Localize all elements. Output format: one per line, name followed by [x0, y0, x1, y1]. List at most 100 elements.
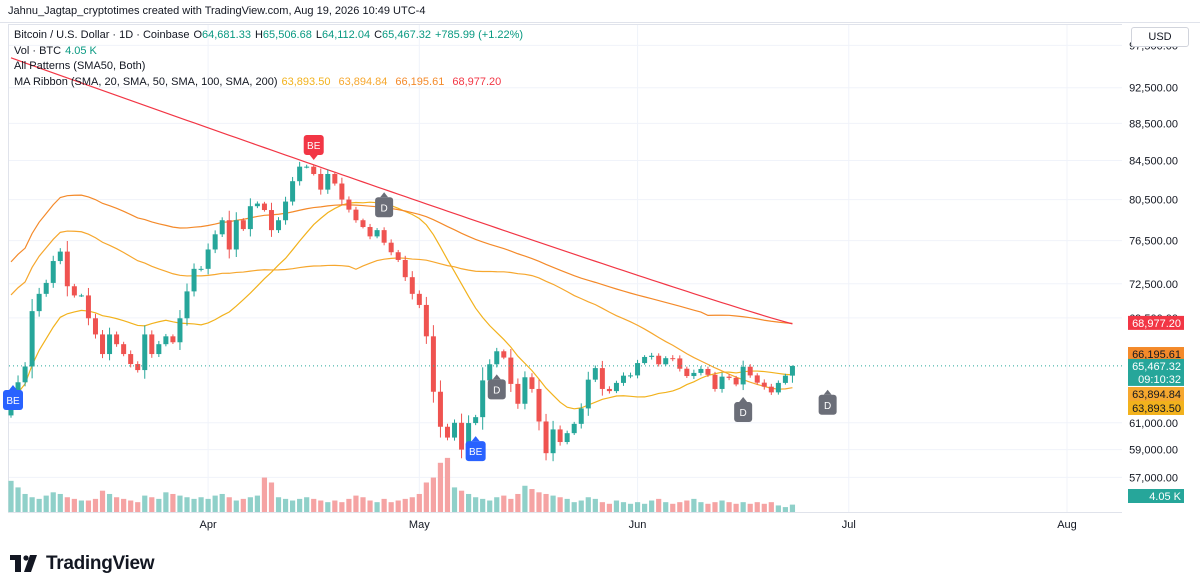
candle-body[interactable] — [571, 423, 577, 434]
candle-body[interactable] — [191, 268, 197, 292]
candle-body[interactable] — [276, 220, 282, 231]
candle-body[interactable] — [508, 357, 514, 384]
candle-body[interactable] — [564, 433, 570, 443]
candle-body[interactable] — [747, 366, 753, 376]
candle-body[interactable] — [522, 377, 528, 404]
pattern-marker-doji[interactable]: D — [487, 374, 506, 400]
candle-body[interactable] — [212, 234, 218, 250]
candle-body[interactable] — [261, 203, 267, 211]
candle-body[interactable] — [557, 429, 563, 443]
candle-body[interactable] — [198, 268, 204, 270]
candle-body[interactable] — [466, 423, 472, 450]
candle-body[interactable] — [719, 376, 725, 389]
pattern-marker-doji[interactable]: D — [818, 389, 837, 415]
candle-body[interactable] — [628, 375, 634, 377]
pattern-marker-doji[interactable]: D — [734, 397, 753, 423]
symbol-name[interactable]: Bitcoin / U.S. Dollar · 1D · Coinbase — [14, 29, 190, 41]
candle-body[interactable] — [543, 421, 549, 454]
candle-body[interactable] — [423, 304, 429, 337]
candle-body[interactable] — [135, 364, 141, 371]
candle-body[interactable] — [226, 220, 232, 250]
candle-body[interactable] — [254, 203, 260, 207]
candle-body[interactable] — [705, 368, 711, 375]
candle-body[interactable] — [444, 426, 450, 438]
candle-body[interactable] — [283, 201, 289, 221]
candle-body[interactable] — [740, 366, 746, 385]
candle-body[interactable] — [374, 230, 380, 237]
candle-body[interactable] — [768, 386, 774, 393]
candle-body[interactable] — [64, 251, 70, 287]
candle-body[interactable] — [578, 408, 584, 424]
candle-body[interactable] — [599, 368, 605, 389]
candle-body[interactable] — [733, 377, 739, 385]
candle-body[interactable] — [346, 199, 352, 210]
pattern-marker-bullish[interactable]: BE — [3, 385, 23, 410]
candle-body[interactable] — [529, 377, 535, 389]
candle-body[interactable] — [613, 382, 619, 392]
candle-body[interactable] — [487, 364, 493, 381]
candle-body[interactable] — [430, 336, 436, 392]
candle-body[interactable] — [29, 311, 35, 367]
candle-body[interactable] — [761, 382, 767, 387]
candle-body[interactable] — [677, 358, 683, 369]
candle-body[interactable] — [85, 295, 91, 319]
candle-body[interactable] — [515, 383, 521, 404]
candle-body[interactable] — [57, 251, 63, 262]
candle-body[interactable] — [100, 334, 106, 355]
candle-body[interactable] — [22, 366, 28, 383]
pattern-marker-bullish[interactable]: BE — [465, 436, 486, 462]
candle-body[interactable] — [219, 220, 225, 235]
candle-body[interactable] — [121, 344, 127, 355]
candle-body[interactable] — [240, 220, 246, 230]
candle-body[interactable] — [670, 358, 676, 360]
candle-body[interactable] — [360, 220, 366, 228]
candle-body[interactable] — [585, 379, 591, 409]
ma-ribbon-label[interactable]: MA Ribbon (SMA, 20, SMA, 50, SMA, 100, S… — [14, 75, 278, 88]
candle-body[interactable] — [149, 334, 155, 355]
candle-body[interactable] — [142, 334, 148, 371]
candle-body[interactable] — [395, 252, 401, 260]
candle-body[interactable] — [205, 249, 211, 269]
candle-body[interactable] — [649, 355, 655, 357]
candle-body[interactable] — [754, 375, 760, 383]
candle-body[interactable] — [437, 391, 443, 427]
currency-button[interactable]: USD — [1131, 27, 1189, 47]
symbol-row[interactable]: Bitcoin / U.S. Dollar · 1D · Coinbase O6… — [14, 28, 523, 44]
candle-body[interactable] — [782, 375, 788, 383]
pattern-marker-doji[interactable]: D — [375, 192, 394, 218]
candle-body[interactable] — [550, 429, 556, 454]
candle-body[interactable] — [339, 183, 345, 200]
candle-body[interactable] — [78, 295, 84, 297]
candle-body[interactable] — [311, 166, 317, 174]
candle-body[interactable] — [606, 388, 612, 392]
volume-row[interactable]: Vol · BTC 4.05 K — [14, 44, 523, 60]
candle-body[interactable] — [789, 365, 795, 376]
tradingview-logo[interactable]: TradingView — [10, 553, 155, 575]
candle-body[interactable] — [268, 210, 274, 231]
candle-body[interactable] — [163, 336, 169, 345]
candle-body[interactable] — [156, 344, 162, 355]
candle-body[interactable] — [691, 372, 697, 377]
time-axis[interactable]: AprMayJunJulAugSepOct — [200, 519, 1200, 531]
candle-body[interactable] — [247, 206, 253, 230]
candle-body[interactable] — [452, 422, 458, 438]
candle-body[interactable] — [332, 173, 338, 184]
candle-body[interactable] — [656, 355, 662, 365]
candle-body[interactable] — [367, 227, 373, 237]
candle-body[interactable] — [592, 368, 598, 380]
candle-body[interactable] — [290, 181, 296, 202]
candle-body[interactable] — [402, 259, 408, 278]
candle-body[interactable] — [107, 334, 113, 355]
candle-body[interactable] — [473, 417, 479, 424]
candle-body[interactable] — [459, 422, 465, 450]
candle-body[interactable] — [712, 374, 718, 389]
candle-body[interactable] — [381, 230, 387, 243]
candle-body[interactable] — [184, 291, 190, 319]
candle-body[interactable] — [318, 173, 324, 190]
candle-body[interactable] — [353, 209, 359, 221]
candle-body[interactable] — [494, 351, 500, 365]
candle-body[interactable] — [409, 277, 415, 294]
candle-body[interactable] — [388, 242, 394, 253]
candle-body[interactable] — [92, 318, 98, 335]
